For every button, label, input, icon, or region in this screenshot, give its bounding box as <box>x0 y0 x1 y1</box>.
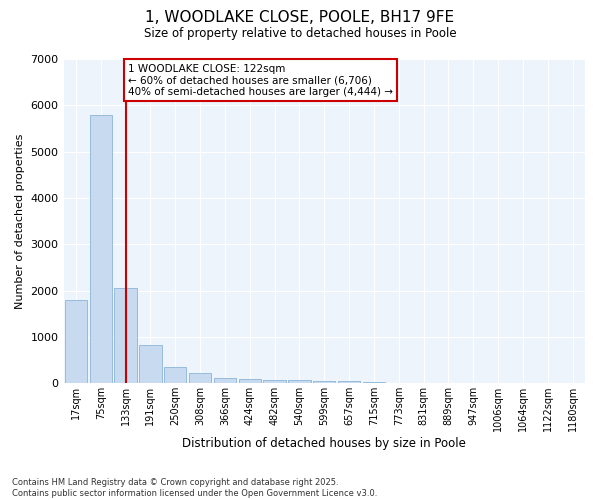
Bar <box>139 344 161 383</box>
Bar <box>214 378 236 383</box>
Bar <box>288 380 311 383</box>
Bar <box>363 382 385 383</box>
Text: 1, WOODLAKE CLOSE, POOLE, BH17 9FE: 1, WOODLAKE CLOSE, POOLE, BH17 9FE <box>145 10 455 25</box>
Bar <box>263 380 286 383</box>
Text: 1 WOODLAKE CLOSE: 122sqm
← 60% of detached houses are smaller (6,706)
40% of sem: 1 WOODLAKE CLOSE: 122sqm ← 60% of detach… <box>128 64 393 97</box>
Text: Contains HM Land Registry data © Crown copyright and database right 2025.
Contai: Contains HM Land Registry data © Crown c… <box>12 478 377 498</box>
Bar <box>313 381 335 383</box>
Bar <box>239 379 261 383</box>
Bar <box>164 366 187 383</box>
X-axis label: Distribution of detached houses by size in Poole: Distribution of detached houses by size … <box>182 437 466 450</box>
Text: Size of property relative to detached houses in Poole: Size of property relative to detached ho… <box>143 28 457 40</box>
Bar <box>115 288 137 383</box>
Y-axis label: Number of detached properties: Number of detached properties <box>15 134 25 309</box>
Bar <box>89 114 112 383</box>
Bar <box>65 300 87 383</box>
Bar <box>338 382 360 383</box>
Bar <box>189 373 211 383</box>
